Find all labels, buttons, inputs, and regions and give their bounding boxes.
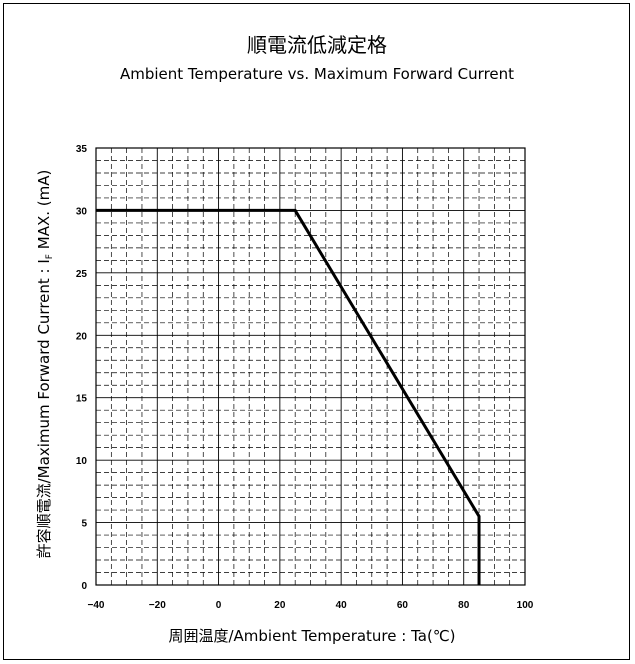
- plot-area: [95, 147, 526, 586]
- minor-grid: [96, 148, 525, 585]
- chart-title: 順電流低減定格: [247, 33, 387, 57]
- x-tick-label: 20: [274, 600, 286, 611]
- y-axis-ticks: 0 5 10 15 20 25 30 35: [76, 144, 88, 592]
- x-tick-label: 80: [458, 600, 470, 611]
- y-tick-label: 15: [76, 394, 88, 405]
- y-axis-label: 許容順電流/Maximum Forward Current : IF MAX. …: [35, 170, 55, 559]
- x-tick-label: 40: [336, 600, 348, 611]
- series-layer: [96, 208, 481, 585]
- x-axis-ticks: −40 −20 0 20 40 60 80 100: [88, 600, 534, 611]
- chart-subtitle: Ambient Temperature vs. Maximum Forward …: [120, 65, 514, 83]
- y-tick-label: 10: [76, 456, 88, 467]
- y-axis-label-main: 許容順電流/Maximum Forward Current : I: [35, 259, 53, 558]
- y-axis-label-subscript: F: [45, 254, 55, 259]
- chart-frame: [3, 3, 630, 660]
- x-tick-label: 0: [216, 600, 222, 611]
- x-tick-label: 100: [517, 600, 534, 611]
- x-axis-label: 周囲温度/Ambient Temperature : Ta(℃): [168, 627, 455, 645]
- y-axis-label-tail: MAX. (mA): [35, 170, 53, 254]
- y-tick-label: 35: [76, 144, 88, 155]
- y-tick-label: 25: [76, 269, 88, 280]
- y-tick-label: 20: [76, 331, 88, 342]
- series-line: [96, 208, 481, 585]
- x-tick-label: −20: [149, 600, 166, 611]
- y-tick-label: 30: [76, 206, 88, 217]
- y-tick-label: 5: [81, 519, 87, 530]
- x-tick-label: −40: [88, 600, 105, 611]
- y-tick-label: 0: [81, 581, 87, 592]
- x-tick-label: 60: [397, 600, 409, 611]
